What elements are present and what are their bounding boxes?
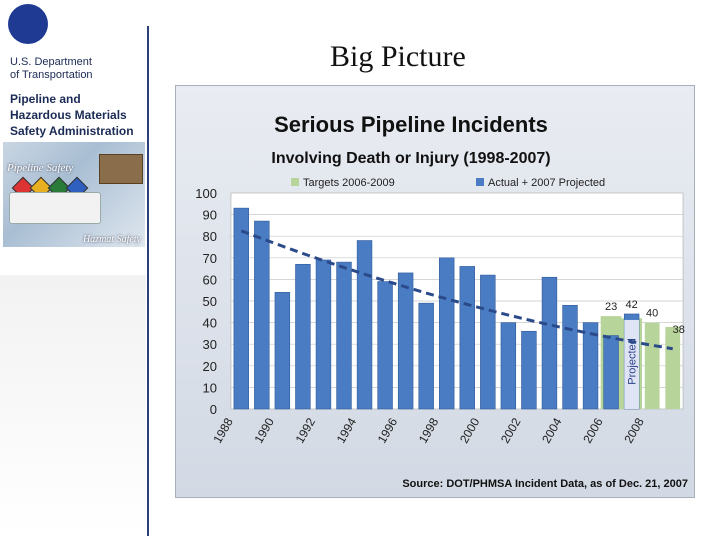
y-tick-label: 0	[210, 402, 217, 417]
legend-label: Actual + 2007 Projected	[488, 177, 605, 189]
y-tick-label: 60	[203, 272, 217, 287]
projected-label: Projected	[627, 338, 639, 384]
data-label: 23	[605, 301, 617, 313]
bar-actual	[459, 266, 475, 410]
data-label: 42	[626, 299, 638, 311]
bar-actual	[603, 335, 619, 410]
y-tick-label: 20	[203, 359, 217, 374]
bar-actual	[336, 261, 352, 410]
bar-actual	[439, 257, 455, 410]
x-tick-label: 1992	[293, 415, 319, 445]
banner-hazmat-label: Hazmat Safety	[82, 234, 141, 245]
legend-swatch	[291, 178, 299, 186]
x-axis: 1988 1990 1992 1994 1996 1998 2000 2002 2004 2006…	[210, 415, 647, 445]
agency-line-2: Hazardous Materials	[10, 108, 127, 122]
bar-actual	[397, 272, 414, 410]
sidebar-divider	[147, 26, 149, 536]
chart-container: Serious Pipeline Incidents Involving Dea…	[175, 85, 695, 498]
bar-actual	[233, 207, 249, 410]
agency-line-1: Pipeline and	[10, 92, 81, 106]
chart-svg: Serious Pipeline Incidents Involving Dea…	[195, 112, 688, 490]
agency-name: Pipeline and Hazardous Materials Safety …	[10, 91, 150, 139]
x-tick-label: 2004	[539, 415, 565, 445]
sidebar: U.S. Department of Transportation Pipeli…	[0, 0, 150, 540]
x-tick-label: 1994	[334, 415, 360, 445]
bar-actual	[480, 274, 496, 410]
x-tick-label: 1990	[251, 415, 277, 445]
dept-line-1: U.S. Department	[10, 56, 92, 68]
y-tick-label: 90	[203, 208, 217, 223]
data-labels: 23 42 40 38	[605, 299, 685, 336]
y-tick-label: 50	[203, 294, 217, 309]
dept-line-2: of Transportation	[10, 69, 93, 81]
bar-target	[665, 326, 681, 409]
x-tick-label: 1998	[416, 415, 442, 445]
slide-title: Big Picture	[330, 40, 466, 73]
y-tick-label: 40	[203, 316, 217, 331]
chart-subtitle: Involving Death or Injury (1998-2007)	[271, 150, 550, 167]
x-tick-label: 2006	[580, 415, 606, 445]
dot-logo	[8, 4, 48, 44]
safety-banner-image: Pipeline Safety Hazmat Safety	[3, 142, 145, 247]
legend-label: Targets 2006-2009	[303, 177, 395, 189]
data-label: 40	[646, 308, 658, 320]
bar-target	[644, 322, 660, 409]
bar-actual	[521, 330, 537, 410]
agency-line-3: Safety Administration	[10, 124, 134, 138]
bar-actual	[295, 263, 311, 410]
bar-actual	[315, 259, 332, 410]
chart-title: Serious Pipeline Incidents	[274, 112, 548, 137]
trendline	[240, 229, 673, 351]
chart-source: Source: DOT/PHMSA Incident Data, as of D…	[402, 478, 688, 490]
x-tick-label: 2008	[621, 415, 647, 445]
hazmat-sign-image	[99, 154, 143, 184]
truck-image	[9, 192, 101, 224]
bar-actual	[562, 305, 578, 410]
bar-actual	[500, 322, 517, 410]
data-label: 38	[673, 324, 685, 336]
y-tick-label: 80	[203, 229, 217, 244]
bar-actual	[541, 276, 558, 410]
legend-swatch	[476, 178, 484, 186]
bar-actual	[418, 302, 434, 410]
y-tick-label: 10	[203, 380, 217, 395]
y-axis: 0 10 20 30 40 50 60 70 80 90 100	[195, 186, 217, 417]
x-tick-label: 2002	[498, 415, 524, 445]
bar-actual	[274, 292, 291, 410]
bar-actual	[356, 240, 373, 410]
y-tick-label: 100	[195, 186, 217, 201]
banner-pipeline-label: Pipeline Safety	[7, 162, 74, 174]
sidebar-fade	[0, 275, 146, 535]
bar-actual	[254, 220, 270, 410]
y-tick-label: 30	[203, 337, 217, 352]
bar-actual	[377, 281, 393, 410]
y-tick-label: 70	[203, 251, 217, 266]
bar-actual	[582, 322, 599, 410]
x-tick-label: 1988	[210, 415, 236, 445]
trendline-path	[240, 229, 673, 351]
chart-legend: Targets 2006-2009 Actual + 2007 Projected	[291, 177, 605, 189]
x-tick-label: 1996	[375, 415, 401, 445]
x-tick-label: 2000	[457, 415, 483, 445]
